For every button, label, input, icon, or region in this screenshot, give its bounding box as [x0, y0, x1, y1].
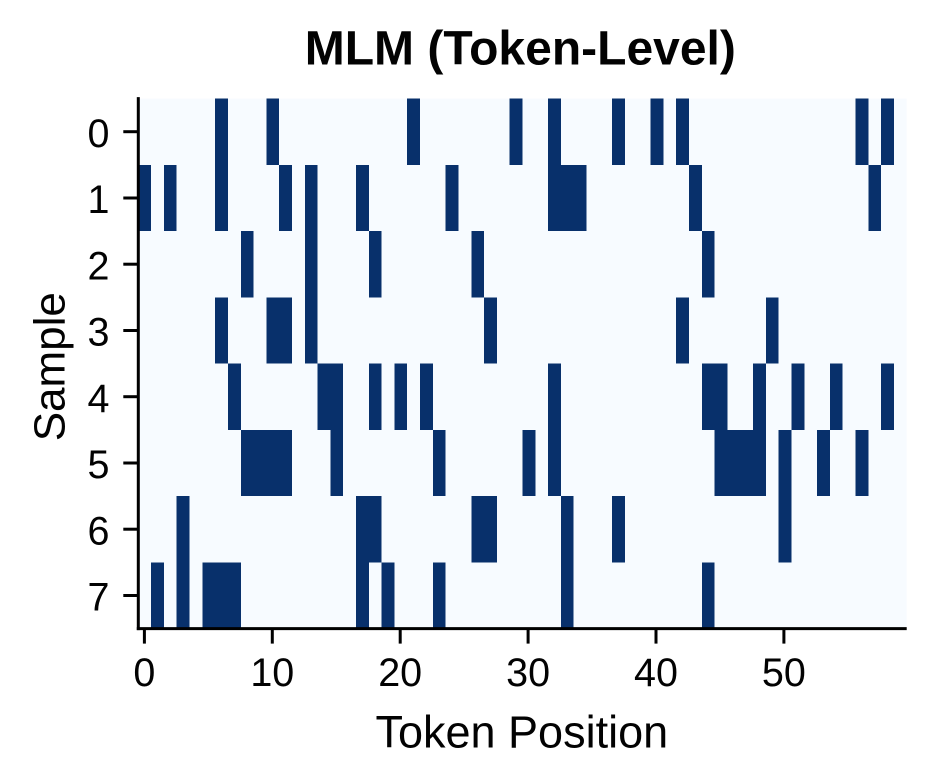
svg-text:Sample: Sample [26, 292, 75, 441]
svg-text:10: 10 [250, 651, 294, 695]
svg-text:1: 1 [88, 178, 110, 222]
svg-text:Token Position: Token Position [375, 706, 668, 757]
svg-text:6: 6 [88, 509, 110, 553]
svg-text:4: 4 [88, 377, 110, 421]
svg-text:20: 20 [378, 651, 422, 695]
svg-text:7: 7 [88, 576, 110, 620]
svg-text:5: 5 [88, 443, 110, 487]
svg-text:2: 2 [88, 244, 110, 288]
svg-text:30: 30 [506, 651, 550, 695]
svg-text:0: 0 [133, 651, 155, 695]
svg-text:50: 50 [762, 651, 806, 695]
svg-text:MLM (Token-Level): MLM (Token-Level) [305, 23, 736, 76]
svg-text:40: 40 [634, 651, 678, 695]
svg-text:0: 0 [88, 112, 110, 156]
svg-text:3: 3 [88, 311, 110, 355]
